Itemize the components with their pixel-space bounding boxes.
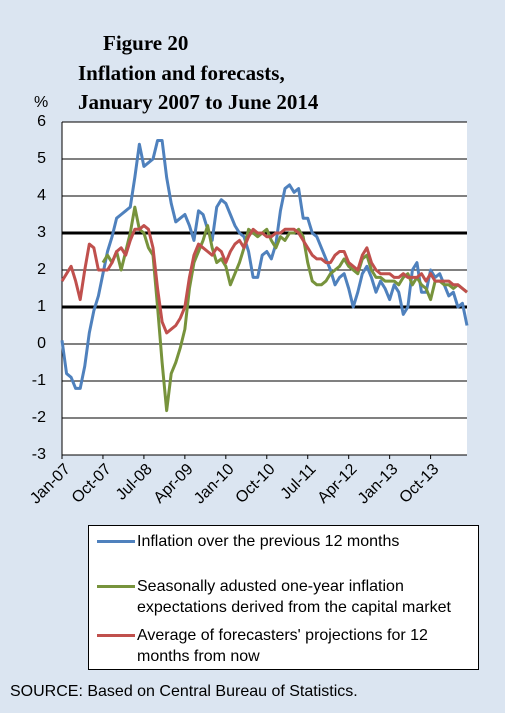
x-tick-label: Oct-10 — [233, 461, 279, 507]
legend-label: Average of forecasters' projections for … — [137, 627, 428, 665]
legend-label: Inflation over the previous 12 months — [137, 533, 400, 550]
chart-title: January 2007 to June 2014 — [78, 90, 319, 114]
y-tick-label: 2 — [37, 261, 46, 278]
x-tick-label: Jul-11 — [278, 461, 320, 503]
y-tick-label: 0 — [37, 335, 46, 352]
y-tick-label: 4 — [37, 187, 46, 204]
x-tick-label: Jan-07 — [27, 461, 74, 508]
source-note: SOURCE: Based on Central Bureau of Stati… — [10, 683, 358, 700]
x-tick-label: Jul-08 — [113, 461, 156, 504]
x-tick-label: Apr-09 — [151, 461, 197, 507]
y-tick-label: -1 — [32, 372, 46, 389]
x-tick-label: Oct-13 — [396, 461, 442, 507]
chart-title: Inflation and forecasts, — [78, 61, 285, 85]
plot-area — [62, 122, 467, 455]
y-tick-label: -2 — [32, 409, 46, 426]
x-tick-label: Jan-10 — [191, 461, 238, 508]
y-axis-label: % — [34, 94, 48, 111]
y-tick-label: 5 — [37, 150, 46, 167]
series-line — [60, 139, 469, 390]
legend-swatch — [97, 540, 135, 543]
legend-swatch — [97, 634, 135, 637]
legend-label: Seasonally adusted one-year inflation ex… — [137, 578, 451, 616]
series-line — [60, 224, 468, 335]
y-tick-label: 1 — [37, 298, 46, 315]
legend-item: Average of forecasters' projections for … — [97, 625, 472, 667]
y-tick-label: -3 — [32, 446, 46, 463]
legend: Inflation over the previous 12 months Sea… — [88, 525, 479, 670]
x-tick-label: Apr-12 — [315, 461, 361, 507]
legend-swatch — [97, 585, 135, 588]
chart-title: Figure 20 — [103, 31, 188, 55]
legend-item: Seasonally adusted one-year inflation ex… — [97, 576, 472, 618]
legend-item: Inflation over the previous 12 months — [97, 531, 472, 552]
x-tick-label: Jan-13 — [355, 461, 402, 508]
y-tick-label: 3 — [37, 224, 46, 241]
x-tick-label: Oct-07 — [69, 461, 115, 507]
y-tick-label: 6 — [37, 113, 46, 130]
